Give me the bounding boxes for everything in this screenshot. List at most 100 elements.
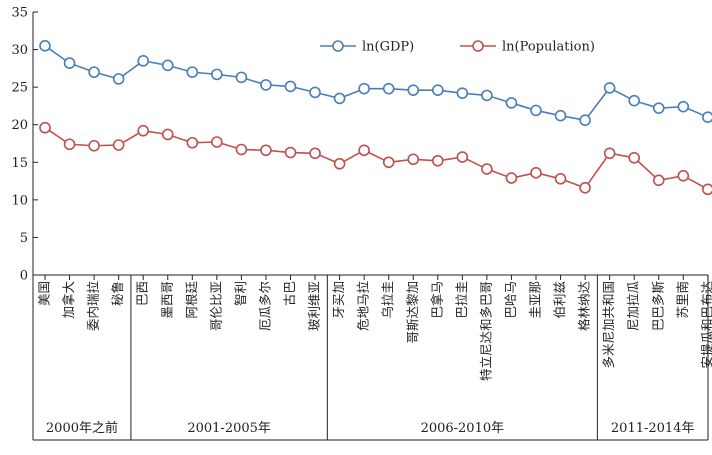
data-point [407, 84, 420, 96]
data-point [211, 68, 223, 81]
category-label: 阿根廷 [184, 281, 199, 319]
data-point [161, 59, 174, 72]
data-point [702, 111, 712, 123]
data-point [284, 80, 297, 93]
data-point [235, 71, 248, 84]
category-label: 加拿大 [61, 281, 76, 319]
category-label: 多米尼加共和国 [601, 281, 616, 369]
data-point [358, 144, 370, 157]
data-point [137, 55, 149, 67]
data-point [309, 147, 321, 160]
category-label: 厄瓜多尔 [257, 281, 272, 331]
category-label: 牙买加 [331, 281, 346, 319]
category-label: 格林纳达 [577, 281, 592, 332]
data-point [677, 100, 690, 113]
y-tick-label: 25 [11, 81, 28, 96]
data-point [382, 82, 395, 95]
legend-swatch-marker [472, 40, 484, 52]
data-point [652, 102, 665, 114]
series-line [44, 45, 709, 122]
data-point [628, 151, 641, 164]
data-point [39, 121, 51, 134]
y-tick-label: 10 [11, 193, 28, 208]
data-point [186, 66, 199, 78]
data-point [382, 156, 395, 169]
data-point [603, 147, 616, 160]
category-label: 哥伦比亚 [208, 281, 223, 331]
data-point [530, 167, 542, 179]
data-point [63, 57, 76, 69]
category-label: 智利 [233, 281, 248, 306]
category-label: 巴哈马 [503, 281, 518, 319]
data-point [358, 82, 370, 95]
category-label: 尼加拉瓜 [626, 281, 641, 332]
legend: ln(GDP) ln(Population) [320, 40, 595, 55]
category-label: 乌拉圭 [380, 281, 395, 319]
category-label: 巴西 [135, 281, 150, 306]
group-label: 2000年之前 [46, 420, 118, 436]
series-line [44, 127, 709, 191]
data-point [186, 136, 199, 149]
category-label: 危地马拉 [356, 281, 371, 332]
data-point [456, 87, 469, 99]
category-label: 巴拉圭 [454, 281, 469, 319]
data-point [211, 136, 223, 148]
legend-label: ln(Population) [502, 40, 595, 55]
category-label: 秘鲁 [110, 281, 125, 306]
legend-swatch-marker [332, 40, 344, 52]
category-label: 圭亚那 [528, 281, 543, 319]
series-layer [39, 40, 712, 196]
data-point [554, 173, 567, 185]
category-label: 苏里南 [675, 281, 690, 319]
data-point [702, 183, 712, 196]
category-label: 委内瑞拉 [86, 281, 101, 332]
data-point [628, 94, 641, 107]
data-point [603, 82, 616, 94]
data-point [505, 172, 518, 184]
data-point [333, 92, 346, 105]
y-tick-label: 15 [11, 156, 28, 171]
data-point [431, 84, 444, 96]
y-tick-label: 35 [11, 6, 28, 21]
category-label: 哥斯达黎加 [405, 281, 420, 344]
data-point [652, 174, 665, 187]
data-point [554, 109, 567, 122]
data-point [481, 89, 493, 102]
data-point [407, 153, 420, 166]
data-point [677, 170, 690, 182]
category-label: 伯利兹 [552, 281, 567, 319]
y-tick-label: 0 [20, 269, 28, 284]
y-tick-label: 5 [20, 231, 28, 246]
data-point [530, 104, 542, 117]
category-label: 美国 [37, 281, 52, 306]
category-label: 墨西哥 [159, 281, 174, 319]
y-tick-label: 20 [11, 118, 28, 133]
group-label: 2001-2005年 [187, 421, 271, 436]
category-label: 玻利维亚 [307, 281, 322, 331]
data-point [333, 157, 346, 170]
category-labels: 美国 加拿大 委内瑞拉 秘鲁 巴西 墨西哥 阿根廷 哥伦比亚 智利 厄瓜多尔 古巴 玻利维亚 牙买加 危地… [37, 281, 712, 382]
data-point [579, 114, 591, 127]
y-axis: 0 5 10 15 20 25 30 35 [11, 6, 709, 284]
data-point [88, 66, 100, 78]
data-point [235, 143, 248, 156]
data-point [161, 128, 174, 141]
category-label: 古巴 [282, 281, 297, 306]
data-point [309, 86, 321, 99]
data-point [481, 163, 493, 175]
data-point [112, 139, 125, 151]
category-group-frame [32, 275, 709, 441]
data-point [88, 139, 100, 152]
category-label: 巴巴多斯 [650, 281, 665, 331]
data-point [284, 146, 297, 159]
group-labels: 2000年之前 2001-2005年 2006-2010年 2011-2014年 [46, 420, 695, 436]
category-label: 安提瓜和巴布达 [699, 281, 712, 369]
data-point [505, 97, 518, 109]
category-label: 特立尼达和多巴哥 [478, 281, 493, 381]
group-label: 2006-2010年 [421, 421, 505, 436]
data-point [137, 124, 149, 137]
data-point [260, 144, 272, 157]
group-label: 2011-2014年 [611, 421, 695, 436]
data-point [260, 79, 272, 91]
